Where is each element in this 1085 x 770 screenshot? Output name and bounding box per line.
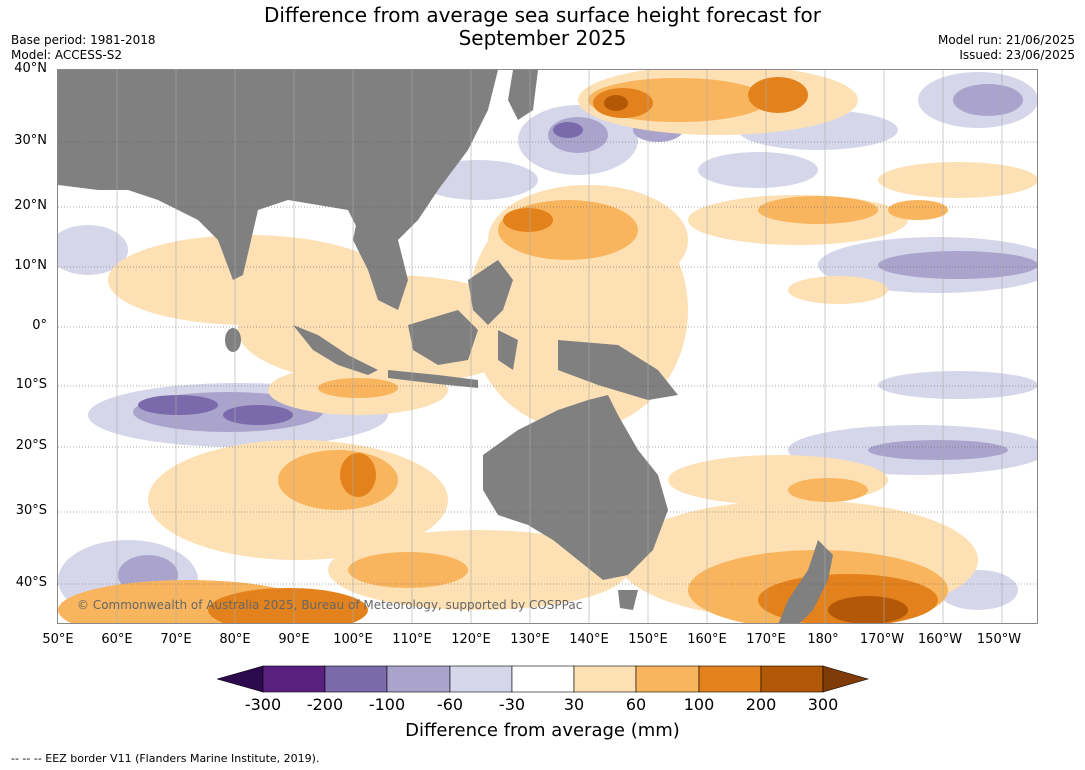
colorbar-tick: 60: [625, 695, 647, 714]
lat-label-0: 0°: [32, 318, 47, 333]
colorbar-tick: 300: [807, 695, 839, 714]
lat-label-10n: 10°N: [14, 258, 47, 273]
colorbar-bin-4: [449, 665, 513, 693]
lat-label-10s: 10°S: [15, 377, 47, 392]
positive-anomaly-regions: [58, 70, 1037, 623]
colorbar-graphic: [215, 665, 870, 693]
australia: [483, 395, 668, 580]
colorbar-tick: 30: [563, 695, 585, 714]
colorbar-tick: -100: [368, 695, 406, 714]
indochina: [353, 215, 408, 310]
model-name: Model: ACCESS-S2: [11, 48, 123, 62]
lon-label-130e: 130°E: [510, 632, 550, 647]
lon-label-160e: 160°E: [687, 632, 727, 647]
colorbar-high-arrow: [822, 665, 870, 693]
japan: [508, 70, 538, 120]
lon-label-80e: 80°E: [219, 632, 251, 647]
lon-label-70e: 70°E: [160, 632, 192, 647]
meridians: [116, 70, 1003, 623]
lat-label-40n: 40°N: [14, 61, 47, 76]
lon-label-180: 180°: [807, 632, 839, 647]
lon-label-90e: 90°E: [278, 632, 310, 647]
lat-label-30s: 30°S: [15, 503, 47, 518]
map-panel: [57, 69, 1038, 624]
colorbar-bin-2: [324, 665, 388, 693]
lon-label-100e: 100°E: [333, 632, 373, 647]
lat-label-30n: 30°N: [14, 133, 47, 148]
copyright-text: © Commonwealth of Australia 2025, Bureau…: [77, 598, 583, 612]
colorbar-tick: -60: [436, 695, 464, 714]
lon-label-160w: 160°W: [917, 632, 963, 647]
colorbar-tick: 100: [683, 695, 715, 714]
colorbar-label: Difference from average (mm): [405, 720, 680, 741]
lat-label-20s: 20°S: [15, 438, 47, 453]
colorbar-bin-3: [386, 665, 451, 693]
new-zealand: [778, 540, 833, 623]
title-line-2: September 2025: [458, 26, 627, 50]
colorbar-bin-5: [511, 665, 575, 693]
lon-label-110e: 110°E: [392, 632, 432, 647]
colorbar-bin-9: [760, 665, 824, 693]
meta-right: Model run: 21/06/2025 Issued: 23/06/2025: [938, 33, 1075, 63]
issued-date: Issued: 23/06/2025: [959, 48, 1075, 62]
colorbar-bin-1: [262, 665, 326, 693]
sumatra: [293, 325, 378, 375]
colorbar-tick: -300: [244, 695, 282, 714]
land-masses: [58, 70, 833, 623]
meta-left: Base period: 1981-2018 Model: ACCESS-S2: [11, 33, 156, 63]
lon-label-170e: 170°E: [746, 632, 786, 647]
colorbar-bin-6: [573, 665, 637, 693]
lon-label-140e: 140°E: [569, 632, 609, 647]
lon-label-170w: 170°W: [859, 632, 905, 647]
java-islands: [388, 370, 478, 388]
footnote: -- -- -- EEZ border V11 (Flanders Marine…: [11, 752, 320, 765]
tasmania: [618, 590, 638, 610]
philippines: [468, 260, 513, 325]
colorbar-tick: -200: [306, 695, 344, 714]
lon-label-50e: 50°E: [42, 632, 74, 647]
colorbar: [215, 665, 870, 699]
sri-lanka: [225, 328, 241, 352]
base-period: Base period: 1981-2018: [11, 33, 156, 47]
lat-label-20n: 20°N: [14, 198, 47, 213]
asia-landmass: [58, 70, 498, 280]
colorbar-tick: -30: [498, 695, 526, 714]
colorbar-low-arrow: [215, 665, 264, 693]
map-graphic: [58, 70, 1037, 623]
sulawesi: [498, 330, 518, 370]
colorbar-bin-8: [698, 665, 762, 693]
title-line-1: Difference from average sea surface heig…: [263, 3, 822, 27]
model-run: Model run: 21/06/2025: [937, 33, 1075, 47]
map-title: Difference from average sea surface heig…: [0, 4, 1085, 50]
lon-label-60e: 60°E: [101, 632, 133, 647]
lat-label-40s: 40°S: [15, 575, 47, 590]
lon-label-150w: 150°W: [976, 632, 1022, 647]
colorbar-tick: 200: [745, 695, 777, 714]
lon-label-120e: 120°E: [451, 632, 491, 647]
borneo: [408, 310, 478, 365]
lon-label-150e: 150°E: [628, 632, 668, 647]
colorbar-bin-7: [635, 665, 700, 693]
